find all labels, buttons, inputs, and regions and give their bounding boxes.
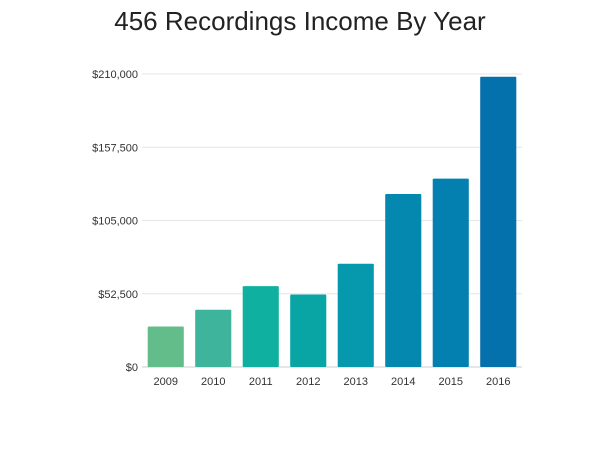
x-tick-label: 2009 — [154, 376, 178, 388]
chart-title: 456 Recordings Income By Year — [114, 6, 486, 36]
bar — [480, 76, 517, 368]
x-tick-label: 2010 — [201, 376, 225, 388]
y-tick-label: $0 — [126, 362, 138, 374]
bar — [290, 294, 327, 367]
x-tick-label: 2011 — [249, 376, 273, 388]
y-tick-label: $157,500 — [92, 142, 138, 154]
x-tick-label: 2015 — [439, 376, 463, 388]
x-tick-label: 2012 — [296, 376, 320, 388]
bar — [242, 286, 279, 367]
bar — [432, 178, 469, 367]
y-tick-label: $210,000 — [92, 69, 138, 81]
bar — [147, 326, 184, 367]
bar — [337, 263, 374, 367]
y-tick-label: $105,000 — [92, 216, 138, 228]
x-tick-label: 2014 — [391, 376, 415, 388]
x-tick-label: 2013 — [344, 376, 368, 388]
x-tick-label: 2016 — [486, 376, 510, 388]
bar — [385, 193, 422, 367]
bar — [195, 309, 232, 367]
y-tick-label: $52,500 — [98, 289, 138, 301]
